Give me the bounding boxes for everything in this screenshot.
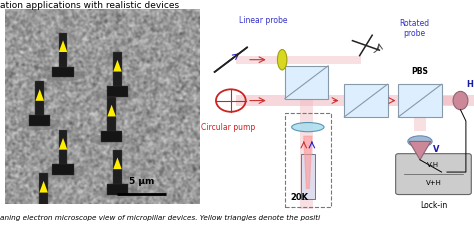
Text: Rotated
probe: Rotated probe	[400, 19, 429, 38]
Ellipse shape	[453, 91, 468, 110]
FancyBboxPatch shape	[396, 154, 471, 195]
Bar	[285, 113, 331, 207]
Text: V: V	[433, 145, 439, 154]
Polygon shape	[304, 136, 312, 188]
Ellipse shape	[18, 118, 61, 130]
Polygon shape	[39, 181, 48, 192]
Bar	[113, 150, 122, 191]
Bar	[52, 164, 74, 175]
Bar	[107, 184, 128, 195]
Bar	[442, 96, 460, 105]
Bar	[59, 32, 67, 74]
Bar	[39, 173, 48, 214]
Bar	[52, 67, 74, 77]
Text: V-H: V-H	[428, 162, 439, 168]
Ellipse shape	[408, 136, 432, 147]
Bar	[33, 207, 55, 218]
Text: Circular pump: Circular pump	[201, 123, 255, 132]
Ellipse shape	[42, 167, 84, 179]
Bar	[236, 95, 474, 106]
Bar	[113, 52, 122, 93]
Polygon shape	[113, 60, 122, 72]
Ellipse shape	[90, 134, 133, 146]
Polygon shape	[113, 158, 122, 169]
Bar	[301, 154, 315, 199]
Bar	[36, 81, 44, 122]
Text: 5 μm: 5 μm	[129, 177, 155, 186]
Polygon shape	[409, 141, 431, 160]
Ellipse shape	[42, 70, 84, 81]
Bar	[59, 130, 67, 171]
Text: PBS: PBS	[411, 67, 428, 76]
Polygon shape	[107, 105, 116, 116]
Polygon shape	[59, 138, 67, 150]
Polygon shape	[59, 40, 67, 52]
Ellipse shape	[96, 89, 139, 101]
Bar	[236, 56, 361, 64]
Bar	[344, 84, 388, 117]
Bar	[29, 116, 50, 126]
Text: ation applications with realistic devices: ation applications with realistic device…	[0, 1, 179, 10]
Ellipse shape	[22, 210, 65, 222]
Text: H: H	[466, 80, 474, 89]
Bar	[107, 86, 128, 97]
Bar	[107, 97, 116, 138]
Bar	[300, 99, 313, 209]
Text: Lock-in: Lock-in	[420, 201, 447, 210]
Text: 20K: 20K	[290, 193, 308, 202]
Ellipse shape	[292, 123, 324, 132]
Bar	[101, 131, 122, 142]
Bar	[285, 66, 328, 99]
Polygon shape	[36, 89, 44, 101]
Text: Linear probe: Linear probe	[239, 16, 288, 25]
Text: aning electron microscope view of micropillar devices. Yellow triangles denote t: aning electron microscope view of microp…	[0, 215, 320, 221]
Bar	[414, 117, 426, 131]
Text: V+H: V+H	[426, 180, 441, 185]
Ellipse shape	[277, 49, 287, 70]
Ellipse shape	[96, 187, 139, 198]
Bar	[398, 84, 442, 117]
